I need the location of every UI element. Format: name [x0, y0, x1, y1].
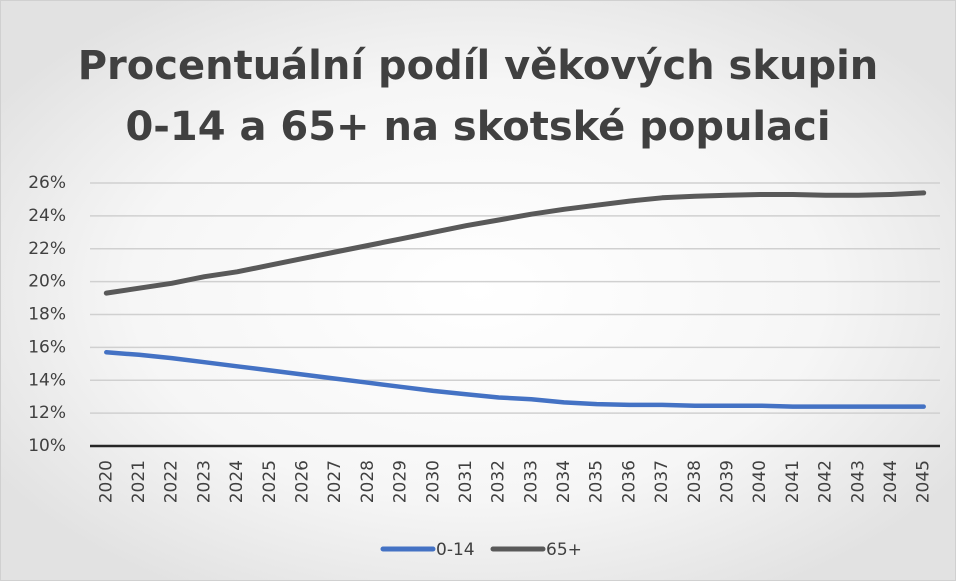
x-tick-label: 2045 [914, 460, 934, 503]
series-line [103, 190, 927, 296]
y-tick-label: 16% [28, 337, 66, 357]
y-tick-label: 10% [28, 436, 66, 456]
x-tick-label: 2038 [685, 460, 705, 503]
y-tick-label: 14% [28, 370, 66, 390]
x-tick-label: 2024 [227, 460, 247, 503]
x-tick-label: 2020 [96, 460, 116, 503]
y-tick-label: 18% [28, 305, 66, 325]
x-tick-label: 2027 [325, 460, 345, 503]
x-tick-label: 2021 [129, 460, 149, 503]
x-tick-label: 2029 [391, 460, 411, 503]
x-tick-label: 2037 [652, 460, 672, 503]
x-tick-label: 2034 [554, 460, 574, 503]
x-tick-label: 2041 [783, 460, 803, 503]
y-tick-label: 22% [28, 239, 66, 259]
x-tick-label: 2025 [260, 460, 280, 503]
x-tick-label: 2028 [358, 460, 378, 503]
legend-label: 65+ [546, 540, 582, 560]
y-tick-label: 26% [28, 173, 66, 193]
y-tick-label: 24% [28, 206, 66, 226]
x-tick-label: 2031 [456, 460, 476, 503]
x-tick-label: 2023 [194, 460, 214, 503]
chart-title: Procentuální podíl věkových skupin [78, 43, 879, 89]
legend-label: 0-14 [436, 540, 475, 560]
x-tick-label: 2035 [587, 460, 607, 503]
x-tick-label: 2032 [489, 460, 509, 503]
x-tick-label: 2033 [521, 460, 541, 503]
x-tick-label: 2042 [816, 460, 836, 503]
x-tick-label: 2039 [718, 460, 738, 503]
y-tick-label: 20% [28, 272, 66, 292]
chart-title: 0-14 a 65+ na skotské populaci [125, 104, 830, 150]
y-tick-label: 12% [28, 403, 66, 423]
series-line [104, 350, 926, 409]
x-tick-label: 2036 [619, 460, 639, 503]
x-tick-label: 2026 [293, 460, 313, 503]
x-tick-label: 2043 [848, 460, 868, 503]
x-tick-label: 2044 [881, 460, 901, 503]
x-tick-label: 2040 [750, 460, 770, 503]
x-tick-label: 2022 [162, 460, 182, 503]
x-tick-label: 2030 [423, 460, 443, 503]
